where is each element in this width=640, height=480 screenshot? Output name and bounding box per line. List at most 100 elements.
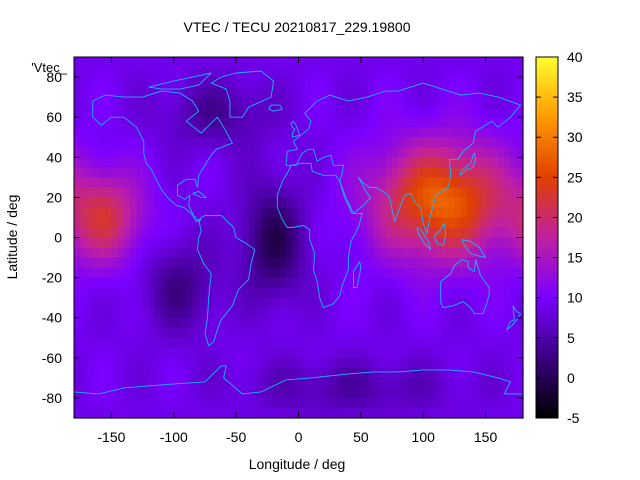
heatmap-cell bbox=[261, 67, 268, 78]
heatmap-cell bbox=[105, 97, 113, 108]
heatmap-cell bbox=[223, 207, 231, 219]
heatmap-cell bbox=[248, 157, 256, 168]
heatmap-cell bbox=[379, 317, 387, 329]
heatmap-cell bbox=[342, 157, 349, 168]
heatmap-cell bbox=[304, 197, 312, 209]
heatmap-cell bbox=[354, 177, 362, 188]
heatmap-cell bbox=[155, 387, 162, 399]
heatmap-cell bbox=[335, 87, 343, 98]
heatmap-cell bbox=[148, 397, 156, 409]
heatmap-cell bbox=[448, 287, 456, 299]
heatmap-cell bbox=[142, 357, 150, 369]
heatmap-cell bbox=[373, 107, 381, 118]
heatmap-cell bbox=[123, 117, 131, 128]
heatmap-cell bbox=[360, 67, 368, 78]
heatmap-cell bbox=[173, 247, 181, 259]
heatmap-cell bbox=[404, 207, 412, 219]
heatmap-cell bbox=[74, 107, 81, 118]
heatmap-cell bbox=[254, 407, 262, 419]
heatmap-cell bbox=[485, 207, 493, 219]
heatmap-cell bbox=[298, 247, 306, 259]
heatmap-cell bbox=[130, 177, 137, 188]
colorbar bbox=[535, 56, 559, 419]
heatmap-cell bbox=[279, 57, 287, 68]
heatmap-cell bbox=[155, 337, 162, 349]
heatmap-cell bbox=[385, 357, 393, 369]
heatmap-cell bbox=[223, 57, 231, 68]
heatmap-cell bbox=[80, 377, 88, 389]
heatmap-cell bbox=[155, 117, 162, 128]
heatmap-cell bbox=[161, 237, 169, 249]
heatmap-cell bbox=[360, 207, 368, 219]
heatmap-cell bbox=[86, 97, 94, 108]
heatmap-cell bbox=[510, 117, 518, 128]
heatmap-cell bbox=[74, 147, 81, 158]
heatmap-cell bbox=[248, 407, 256, 419]
heatmap-cell bbox=[392, 277, 399, 289]
heatmap-cell bbox=[211, 57, 219, 68]
heatmap-cell bbox=[435, 177, 443, 188]
heatmap-cell bbox=[86, 187, 94, 198]
heatmap-cell bbox=[161, 97, 169, 108]
heatmap-cell bbox=[342, 217, 349, 229]
heatmap-cell bbox=[186, 117, 194, 128]
heatmap-cell bbox=[111, 207, 119, 219]
heatmap-cell bbox=[329, 297, 337, 309]
heatmap-cell bbox=[392, 287, 399, 299]
heatmap-cell bbox=[98, 327, 106, 339]
heatmap-cell bbox=[404, 157, 412, 168]
heatmap-cell bbox=[460, 267, 468, 279]
heatmap-cell bbox=[155, 297, 162, 309]
heatmap-cell bbox=[273, 207, 281, 219]
heatmap-cell bbox=[360, 297, 368, 309]
heatmap-cell bbox=[242, 337, 250, 349]
heatmap-cell bbox=[80, 297, 88, 309]
heatmap-cell bbox=[416, 337, 424, 349]
heatmap-cell bbox=[211, 277, 219, 289]
heatmap-cell bbox=[423, 107, 431, 118]
heatmap-cell bbox=[516, 367, 524, 379]
heatmap-cell bbox=[416, 367, 424, 379]
heatmap-cell bbox=[379, 147, 387, 158]
heatmap-cell bbox=[267, 247, 275, 259]
heatmap-cell bbox=[416, 377, 424, 389]
heatmap-cell bbox=[211, 377, 219, 389]
heatmap-cell bbox=[342, 277, 349, 289]
heatmap-cell bbox=[117, 187, 125, 198]
heatmap-cell bbox=[454, 317, 462, 329]
heatmap-cell bbox=[435, 77, 443, 88]
heatmap-cell bbox=[373, 377, 381, 389]
heatmap-cell bbox=[342, 307, 349, 319]
heatmap-cell bbox=[348, 157, 356, 168]
heatmap-cell bbox=[448, 97, 456, 108]
heatmap-cell bbox=[441, 287, 449, 299]
heatmap-cell bbox=[317, 247, 325, 259]
heatmap-cell bbox=[111, 327, 119, 339]
heatmap-cell bbox=[198, 357, 206, 369]
heatmap-cell bbox=[136, 407, 144, 419]
heatmap-cell bbox=[392, 347, 399, 359]
heatmap-cell bbox=[286, 287, 293, 299]
heatmap-cell bbox=[504, 337, 512, 349]
heatmap-cell bbox=[236, 337, 243, 349]
heatmap-cell bbox=[204, 187, 212, 198]
heatmap-cell bbox=[74, 57, 81, 68]
heatmap-cell bbox=[310, 117, 318, 128]
heatmap-cell bbox=[286, 387, 293, 399]
heatmap-cell bbox=[342, 407, 349, 419]
heatmap-cell bbox=[510, 387, 518, 399]
heatmap-cell bbox=[392, 97, 399, 108]
heatmap-cell bbox=[211, 297, 219, 309]
heatmap-cell bbox=[92, 307, 100, 319]
heatmap-cell bbox=[261, 237, 268, 249]
heatmap-cell bbox=[410, 277, 418, 289]
heatmap-cell bbox=[298, 97, 306, 108]
heatmap-cell bbox=[441, 347, 449, 359]
heatmap-cell bbox=[335, 357, 343, 369]
heatmap-cell bbox=[167, 287, 175, 299]
heatmap-cell bbox=[180, 207, 187, 219]
heatmap-cell bbox=[485, 317, 493, 329]
heatmap-cell bbox=[379, 97, 387, 108]
heatmap-cell bbox=[261, 257, 268, 269]
